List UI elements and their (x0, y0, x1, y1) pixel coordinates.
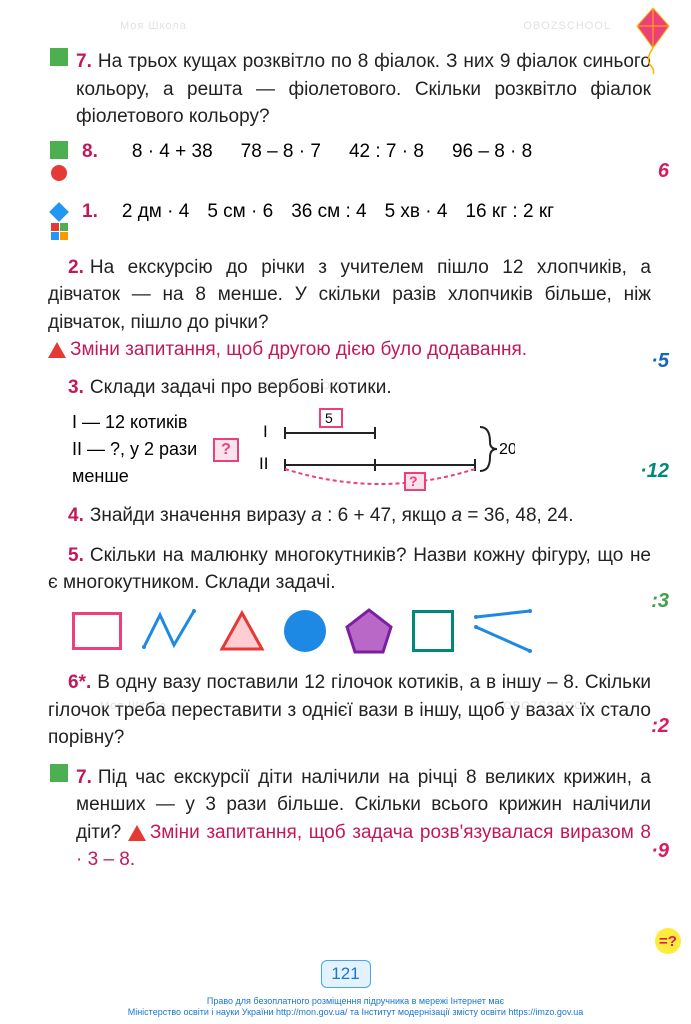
task-number: 2. (68, 257, 84, 278)
task-number: 5. (68, 545, 84, 566)
green-square-marker (48, 48, 70, 66)
svg-text:20: 20 (499, 441, 515, 458)
expr: 5 хв · 4 (385, 201, 448, 223)
hint-text: Зміни запитання, щоб другою дією було до… (70, 339, 527, 360)
task-3: 3.Склади задачі про вербові котики. (48, 374, 651, 402)
triangle-red-icon (48, 342, 66, 358)
pentagon-shape (344, 607, 394, 655)
expr: 5 см · 6 (207, 201, 273, 223)
square-shape (412, 610, 454, 652)
task-number: 6*. (68, 672, 91, 693)
task-text: 7.На трьох кущах розквітло по 8 фіалок. … (76, 48, 651, 131)
margin-num-6: ·9 (651, 840, 669, 863)
expr: 78 – 8 · 7 (241, 141, 321, 163)
task-number: 8. (82, 141, 98, 163)
task-3-diagram: I — 12 котиків II — ?, у 2 рази менше ? … (72, 407, 651, 492)
page-number: 121 (321, 960, 371, 988)
expr: 8 · 4 + 38 (132, 141, 213, 163)
triangle-shape (218, 609, 266, 653)
segment-diagram: I 5 II ? 20 (255, 407, 515, 492)
task-7b: 7.Під час екскурсії діти налічили на річ… (48, 764, 651, 874)
task-number: 3. (68, 377, 84, 398)
task-1: 1. 2 дм · 4 5 см · 6 36 см : 4 5 хв · 4 … (48, 201, 651, 240)
watermark: Моя Школа (120, 20, 187, 32)
margin-num-4: :3 (651, 590, 669, 613)
margin-num-2: ·5 (651, 350, 669, 373)
task-4: 4.Знайди значення виразу a : 6 + 47, якщ… (48, 502, 651, 530)
watermark: Моя Школа (100, 700, 167, 712)
hint-text: Зміни запитання, щоб задача розв'язувала… (76, 822, 651, 871)
margin-num-5: :2 (651, 715, 669, 738)
green-red-marker (48, 141, 70, 181)
task-number: 1. (82, 201, 98, 223)
task-number: 4. (68, 505, 84, 526)
expr: 42 : 7 · 8 (349, 141, 424, 163)
svg-text:II: II (259, 454, 268, 473)
task-5: 5.Скільки на малюнку многокутників? Назв… (48, 542, 651, 597)
expression-row: 1. 2 дм · 4 5 см · 6 36 см : 4 5 хв · 4 … (76, 201, 651, 223)
shapes-row (72, 607, 651, 655)
diamond-marker (48, 201, 70, 240)
green-square-marker (48, 764, 70, 782)
task-7: 7.На трьох кущах розквітло по 8 фіалок. … (48, 48, 651, 131)
rectangle-shape (72, 612, 122, 650)
equals-question-badge: =? (655, 928, 681, 954)
svg-text:I: I (263, 422, 268, 441)
diagram-left-labels: I — 12 котиків II — ?, у 2 рази менше (72, 409, 197, 490)
circle-shape (284, 610, 326, 652)
svg-text:?: ? (409, 473, 418, 489)
triangle-red-icon (128, 825, 146, 841)
question-box: ? (213, 438, 239, 462)
watermark: OBOZSCHOOL (503, 700, 591, 712)
task-number: 7. (76, 51, 92, 72)
kite-icon (631, 4, 675, 74)
broken-line-2 (472, 607, 536, 655)
expr: 36 см : 4 (291, 201, 366, 223)
expr: 96 – 8 · 8 (452, 141, 532, 163)
margin-num-3: ·12 (640, 460, 669, 483)
expression-row: 8. 8 · 4 + 38 78 – 8 · 7 42 : 7 · 8 96 –… (76, 141, 651, 163)
watermark: OBOZSCHOOL (523, 20, 611, 32)
expr: 16 кг : 2 кг (465, 201, 554, 223)
task-2: 2.На екскурсію до річки з учителем пішло… (48, 254, 651, 364)
task-text: 7.Під час екскурсії діти налічили на річ… (76, 764, 651, 874)
expr: 2 дм · 4 (122, 201, 189, 223)
task-number: 7. (76, 767, 92, 788)
broken-line-1 (140, 607, 200, 655)
footer-text: Право для безоплатного розміщення підруч… (60, 996, 651, 1018)
watermark: OBOZSCHOOL (260, 380, 348, 392)
right-margin: 6 ·5 ·12 :3 :2 ·9 (643, 0, 683, 1024)
margin-num-1: 6 (658, 160, 669, 183)
seg-top-value: 5 (325, 410, 333, 426)
task-8: 8. 8 · 4 + 38 78 – 8 · 7 42 : 7 · 8 96 –… (48, 141, 651, 181)
